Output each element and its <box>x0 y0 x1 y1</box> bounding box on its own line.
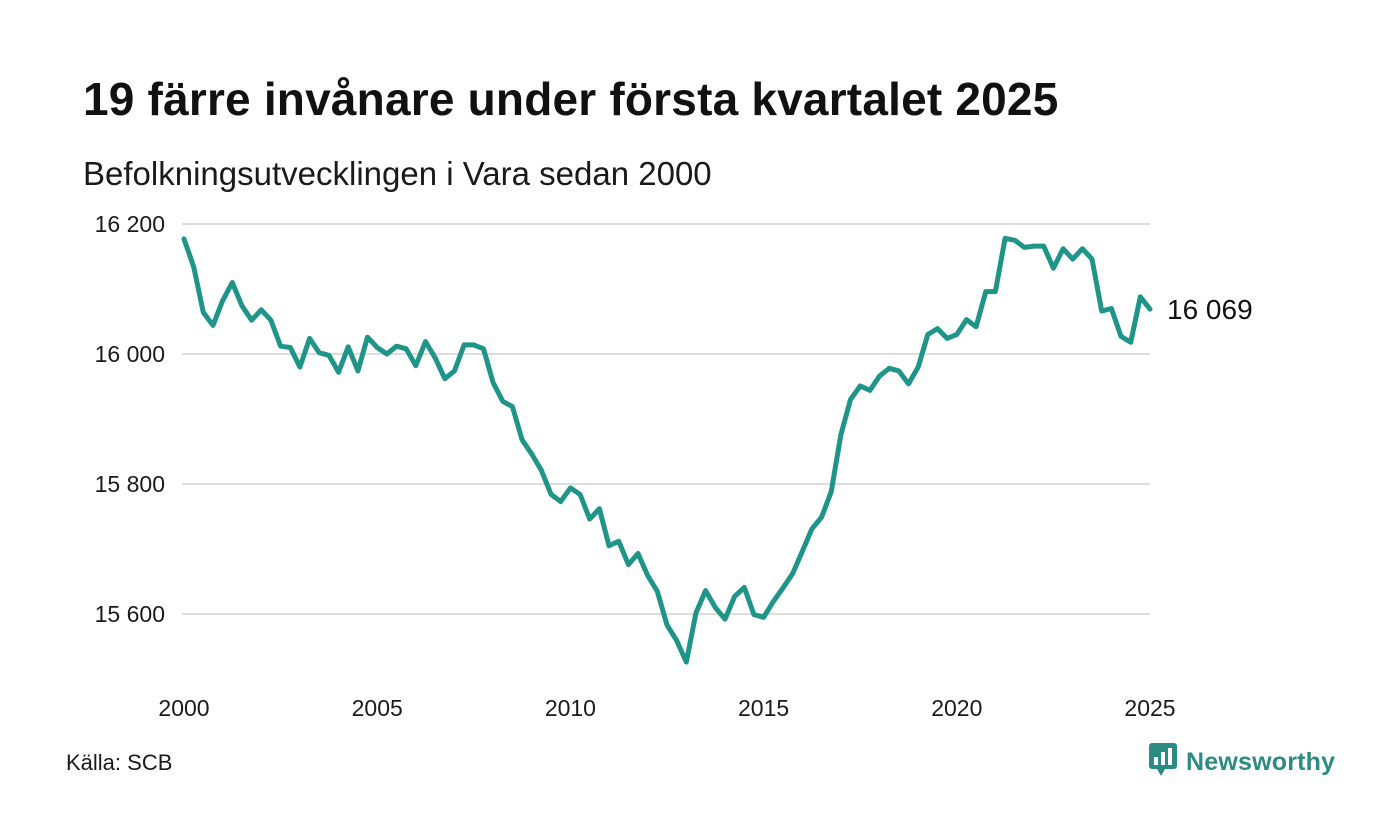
x-tick-label: 2020 <box>931 695 982 721</box>
chart-title: 19 färre invånare under första kvartalet… <box>83 73 1059 125</box>
x-tick-label: 2025 <box>1124 695 1175 721</box>
x-tick-label: 2010 <box>545 695 596 721</box>
y-tick-label: 16 200 <box>95 211 165 237</box>
end-label-layer: 16 069 <box>1167 294 1253 325</box>
end-value-label: 16 069 <box>1167 294 1253 325</box>
series-layer <box>181 235 1153 665</box>
brand-name: Newsworthy <box>1186 748 1336 776</box>
source-note: Källa: SCB <box>66 750 173 775</box>
y-tick-label: 15 600 <box>95 601 165 627</box>
y-axis-ticks: 15 600 15 800 16 000 16 200 <box>95 211 165 627</box>
brand-logo: Newsworthy <box>1148 742 1335 783</box>
x-tick-label: 2005 <box>352 695 403 721</box>
y-tick-label: 16 000 <box>95 341 165 367</box>
x-tick-label: 2015 <box>738 695 789 721</box>
x-axis-ticks: 2000 2005 2010 2015 2020 2025 <box>158 695 1175 721</box>
y-tick-label: 15 800 <box>95 471 165 497</box>
population-series-line <box>181 235 1153 665</box>
gridlines <box>182 223 1150 615</box>
x-tick-label: 2000 <box>158 695 209 721</box>
bar-chart-bubble-icon <box>1148 742 1178 783</box>
chart-subtitle: Befolkningsutvecklingen i Vara sedan 200… <box>83 155 712 192</box>
